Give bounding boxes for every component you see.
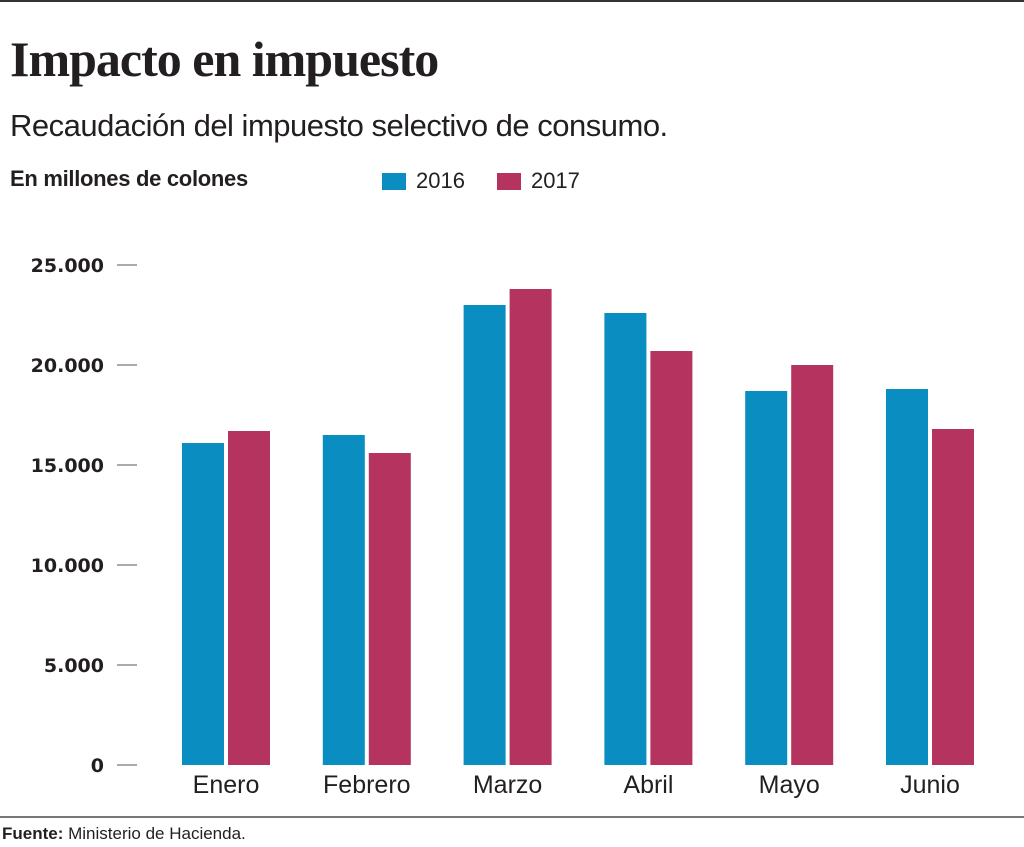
units-label: En millones de colones xyxy=(10,166,248,191)
y-tick-label: 5.000 xyxy=(44,655,104,677)
source-text: Ministerio de Hacienda. xyxy=(63,824,246,843)
bar-febrero-2017 xyxy=(368,453,411,765)
y-tick-label: 0 xyxy=(91,755,104,777)
y-tick-label: 25.000 xyxy=(31,255,104,277)
bar-abril-2016 xyxy=(604,313,647,765)
y-tick-label: 15.000 xyxy=(31,455,104,477)
x-category-label: Enero xyxy=(193,771,260,799)
chart-subtitle: Recaudación del impuesto selectivo de co… xyxy=(10,108,668,143)
legend-label-2017: 2017 xyxy=(530,168,580,193)
top-rule xyxy=(0,0,1024,2)
source-label: Fuente: xyxy=(2,824,64,843)
bar-abril-2017 xyxy=(650,351,693,765)
source-note: Fuente: Ministerio de Hacienda. xyxy=(2,824,246,844)
x-category-label: Marzo xyxy=(473,771,542,799)
x-category-label: Mayo xyxy=(759,771,820,799)
x-category-label: Febrero xyxy=(323,771,411,799)
legend-label-2016: 2016 xyxy=(416,168,465,193)
bar-marzo-2017 xyxy=(509,289,552,765)
bar-febrero-2016 xyxy=(322,435,365,765)
bar-mayo-2016 xyxy=(745,391,788,765)
bar-junio-2016 xyxy=(886,389,928,765)
x-category-label: Junio xyxy=(900,771,960,799)
legend-swatch-2017 xyxy=(496,172,521,190)
bar-marzo-2016 xyxy=(463,305,506,765)
y-tick-label: 10.000 xyxy=(31,555,104,577)
x-category-label: Abril xyxy=(623,771,673,799)
chart-title: Impacto en impuesto xyxy=(10,31,439,87)
legend-swatch-2016 xyxy=(382,172,406,190)
legend-item-2017: 2017 xyxy=(496,168,580,194)
legend: 2016 2017 xyxy=(382,168,612,194)
legend-item-2016: 2016 xyxy=(382,168,465,194)
bottom-rule xyxy=(0,816,1024,818)
bar-mayo-2017 xyxy=(791,365,834,765)
bar-enero-2017 xyxy=(228,431,270,765)
y-tick-label: 20.000 xyxy=(31,355,104,377)
bar-enero-2016 xyxy=(182,443,224,765)
bar-junio-2017 xyxy=(932,429,974,765)
